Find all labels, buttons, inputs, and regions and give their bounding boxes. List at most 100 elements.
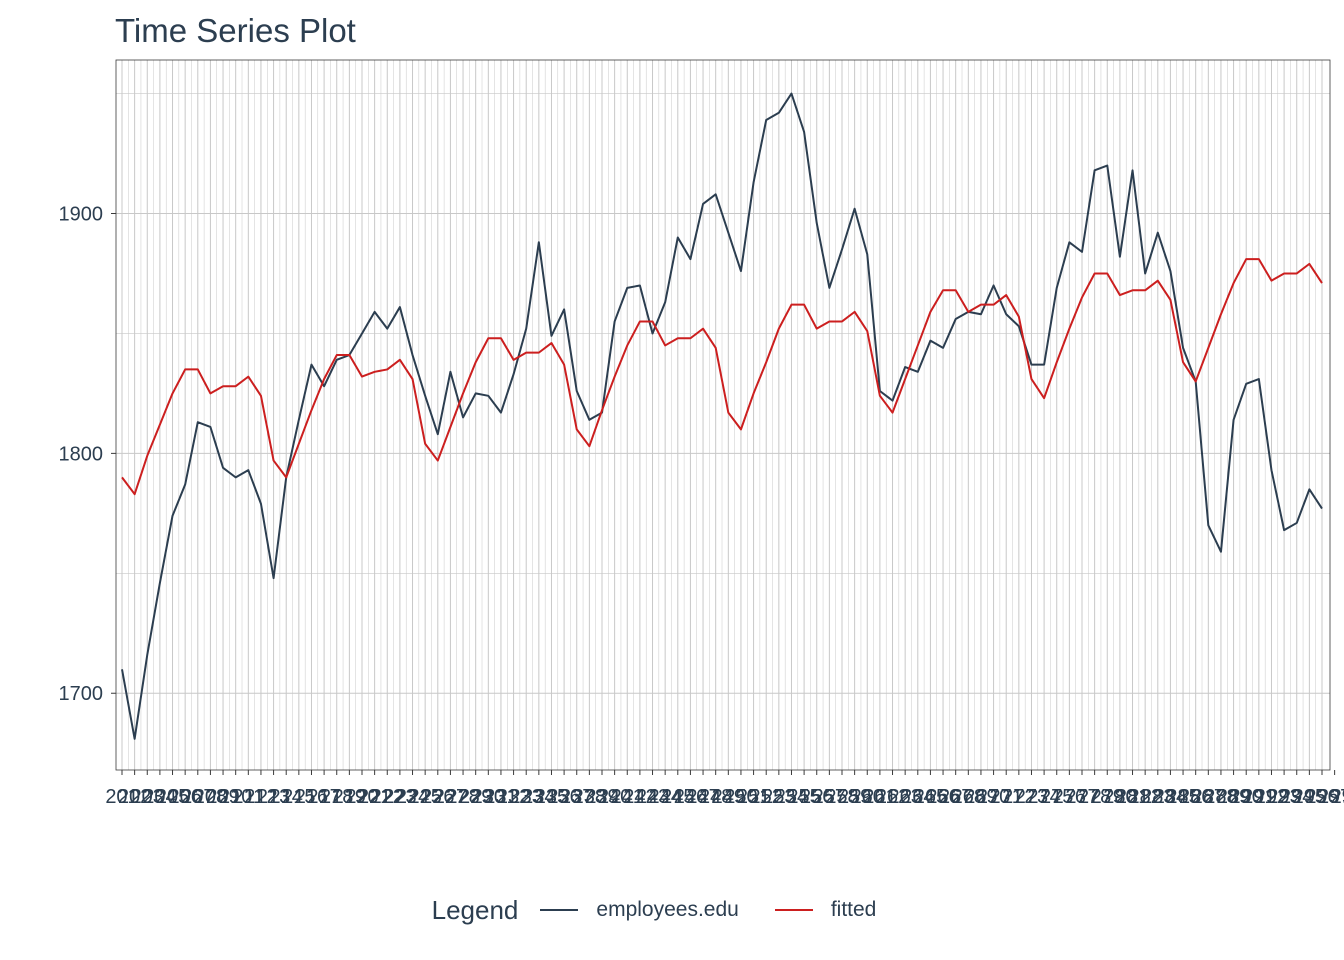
x-tick-label: 276 (1053, 786, 1086, 808)
x-tick-label: 233 (510, 786, 543, 808)
x-tick-label: 253 (762, 786, 795, 808)
x-tick-label: 213 (257, 786, 290, 808)
x-tick-label: 266 (926, 786, 959, 808)
x-tick-label: 285 (1166, 786, 1199, 808)
x-tick-label: 257 (813, 786, 846, 808)
x-tick-label: 297 (1318, 786, 1344, 808)
legend-key-fitted (774, 909, 813, 911)
series-line-fitted (121, 258, 1323, 496)
x-tick-label: 211 (232, 786, 264, 808)
x-tick-label: 271 (990, 786, 1023, 808)
chart-title: Time Series Plot (115, 12, 356, 49)
label-layer: 1700180019002012022032042052062072082092… (59, 204, 1344, 808)
x-tick-label: 230 (472, 786, 505, 808)
x-tick-label: 249 (712, 786, 745, 808)
x-tick-label: 277 (1065, 786, 1098, 808)
x-tick-label: 240 (598, 786, 631, 808)
panel-border (115, 59, 1331, 771)
x-tick-label: 245 (661, 786, 694, 808)
x-tick-label: 242 (623, 786, 656, 808)
x-tick-label: 294 (1280, 786, 1313, 808)
x-tick-label: 270 (977, 786, 1010, 808)
legend: Legend employees.edu fitted (0, 888, 1344, 932)
x-tick-label: 255 (787, 786, 820, 808)
y-tick-label: 1800 (59, 443, 104, 465)
x-tick-label: 238 (573, 786, 606, 808)
x-tick-label: 201 (105, 786, 138, 808)
x-tick-label: 261 (863, 786, 896, 808)
x-tick-label: 248 (699, 786, 732, 808)
x-tick-label: 207 (181, 786, 214, 808)
x-tick-label: 273 (1015, 786, 1048, 808)
x-tick-label: 258 (825, 786, 858, 808)
x-tick-label: 278 (1078, 786, 1111, 808)
x-tick-label: 251 (737, 786, 770, 808)
x-tick-label: 205 (156, 786, 189, 808)
x-tick-label: 295 (1293, 786, 1326, 808)
x-tick-label: 291 (1242, 786, 1275, 808)
legend-key-employees (540, 909, 579, 911)
x-tick-label: 234 (522, 786, 555, 808)
x-tick-label: 221 (358, 786, 391, 808)
x-tick-label: 217 (307, 786, 340, 808)
x-tick-label: 289 (1217, 786, 1250, 808)
x-tick-label: 256 (800, 786, 833, 808)
x-tick-label: 226 (421, 786, 454, 808)
x-tick-label: 247 (686, 786, 719, 808)
x-tick-label: 220 (345, 786, 378, 808)
x-tick-label: 272 (1002, 786, 1035, 808)
y-tick-label: 1900 (59, 204, 104, 226)
x-tick-label: 269 (964, 786, 997, 808)
x-tick-label: 225 (408, 786, 441, 808)
x-tick-label: 223 (383, 786, 416, 808)
x-tick-label: 284 (1154, 786, 1187, 808)
legend-item-employees: employees.edu (540, 898, 739, 922)
x-tick-label: 254 (775, 786, 808, 808)
x-tick-label: 260 (851, 786, 884, 808)
x-tick-label: 224 (396, 786, 429, 808)
x-tick-label: 286 (1179, 786, 1212, 808)
legend-item-fitted: fitted (774, 898, 877, 922)
x-tick-label: 259 (838, 786, 871, 808)
legend-label-fitted: fitted (830, 898, 877, 921)
x-tick-label: 263 (888, 786, 921, 808)
x-tick-label: 236 (547, 786, 580, 808)
legend-label-employees: employees.edu (596, 898, 739, 921)
x-tick-label: 283 (1141, 786, 1174, 808)
x-tick-label: 204 (143, 786, 176, 808)
x-tick-label: 215 (282, 786, 315, 808)
x-tick-label: 235 (535, 786, 568, 808)
x-tick-label: 227 (434, 786, 467, 808)
x-tick-label: 239 (585, 786, 618, 808)
x-tick-label: 209 (206, 786, 239, 808)
x-tick-label: 292 (1255, 786, 1288, 808)
x-tick-label: 280 (1103, 786, 1136, 808)
x-tick-label: 219 (333, 786, 366, 808)
x-tick-label: 252 (750, 786, 783, 808)
x-tick-label: 290 (1230, 786, 1263, 808)
x-tick-label: 228 (446, 786, 479, 808)
x-tick-label: 203 (131, 786, 164, 808)
x-tick-label: 237 (560, 786, 593, 808)
x-tick-label: 243 (636, 786, 669, 808)
x-tick-label: 265 (914, 786, 947, 808)
x-tick-label: 241 (611, 786, 644, 808)
x-tick-label: 212 (244, 786, 277, 808)
x-tick-label: 216 (295, 786, 328, 808)
x-tick-label: 202 (118, 786, 151, 808)
series-layer (121, 92, 1323, 740)
x-tick-label: 287 (1192, 786, 1225, 808)
x-tick-label: 298 (1331, 786, 1344, 808)
legend-title: Legend (431, 894, 519, 925)
x-tick-label: 232 (497, 786, 530, 808)
x-tick-label: 262 (876, 786, 909, 808)
x-tick-label: 206 (168, 786, 201, 808)
x-tick-label: 293 (1267, 786, 1300, 808)
x-tick-label: 282 (1128, 786, 1161, 808)
x-tick-label: 288 (1204, 786, 1237, 808)
x-tick-label: 268 (952, 786, 985, 808)
x-tick-label: 275 (1040, 786, 1073, 808)
x-tick-label: 218 (320, 786, 353, 808)
x-tick-label: 264 (901, 786, 934, 808)
x-tick-label: 208 (194, 786, 227, 808)
